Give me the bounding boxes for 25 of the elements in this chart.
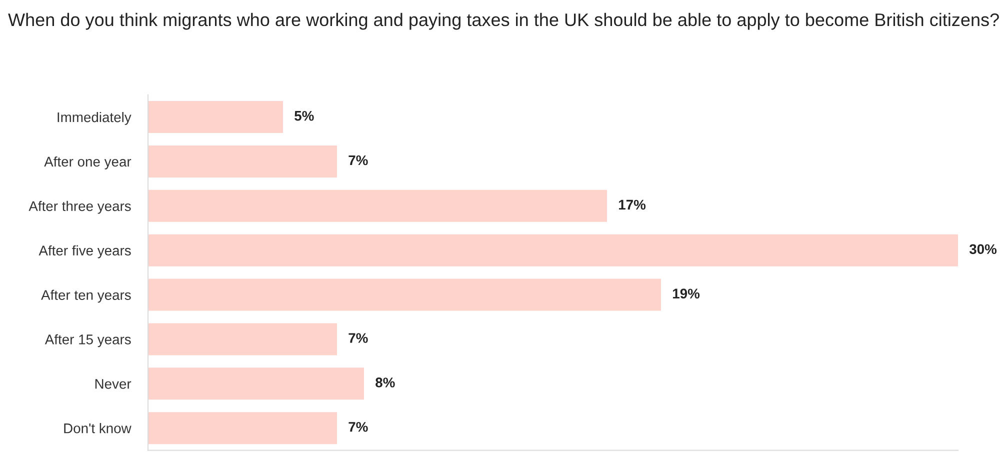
y-tick-label: Don't know — [64, 423, 132, 434]
data-label: 19% — [672, 288, 700, 298]
y-tick-label: After ten years — [41, 290, 131, 303]
data-label: 5% — [294, 110, 314, 121]
bar — [148, 234, 958, 266]
bar — [148, 278, 661, 311]
y-tick-label: Immediately — [58, 112, 132, 125]
bar — [148, 101, 283, 134]
data-label: 7% — [348, 333, 368, 343]
data-label: 8% — [376, 378, 395, 388]
y-tick-label: After five years — [38, 245, 131, 258]
y-tick-label: After three years — [28, 200, 131, 214]
data-label: 7% — [348, 422, 368, 432]
chart-title: When do you think migrants who are working and paying taxes in the UK should be able to apply to become British citizens? — [8, 12, 999, 30]
bar — [148, 145, 337, 178]
data-label: 7% — [348, 155, 368, 166]
y-tick-label: Never — [95, 379, 132, 389]
bar — [148, 190, 607, 222]
y-tick-label: After 15 years — [44, 334, 131, 348]
y-tick-label: After one year — [44, 156, 132, 170]
data-label: 30% — [969, 244, 997, 254]
data-label: 17% — [618, 200, 646, 210]
bar — [148, 323, 337, 356]
bar — [148, 412, 337, 444]
bar — [148, 368, 364, 400]
